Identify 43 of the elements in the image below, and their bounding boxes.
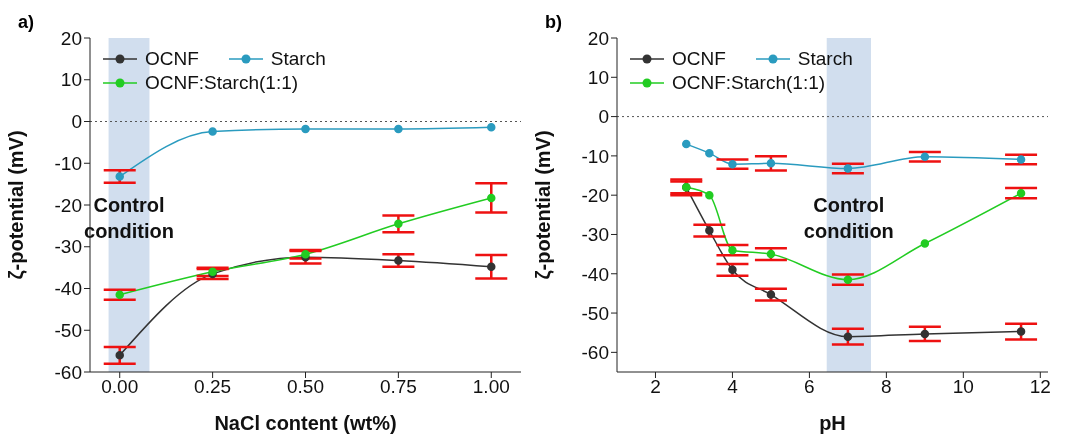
y-tick-label: 0 [71, 111, 82, 133]
legend-label: Starch [797, 48, 853, 70]
legend-label: OCNF:Starch(1:1) [672, 72, 826, 94]
x-tick-label: 8 [881, 376, 892, 398]
y-tick-label: -50 [54, 319, 82, 341]
y-axis-title: ζ-potential (mV) [5, 130, 28, 280]
x-tick-label: 0.75 [379, 376, 417, 398]
y-tick-label: 20 [60, 27, 82, 49]
y-tick-label: 20 [587, 27, 609, 49]
x-tick-label: 0.00 [101, 376, 139, 398]
y-tick-label: -10 [581, 145, 609, 167]
y-tick-label: -30 [581, 224, 609, 246]
legend-label: OCNF:Starch(1:1) [145, 72, 299, 94]
band-label: Control condition [803, 193, 894, 242]
x-tick-label: 1.00 [472, 376, 510, 398]
y-tick-label: -50 [581, 302, 609, 324]
legend-label: OCNF [672, 48, 726, 70]
x-axis-title: pH [819, 412, 846, 434]
y-tick-label: -10 [54, 152, 82, 174]
x-tick-label: 0.25 [194, 376, 232, 398]
y-tick-label: -40 [54, 278, 82, 300]
chart-title: b) [545, 12, 562, 33]
x-tick-label: 10 [952, 376, 974, 398]
y-tick-label: -20 [581, 184, 609, 206]
legend-label: Starch [270, 48, 326, 70]
x-tick-label: 4 [727, 376, 739, 398]
x-tick-label: 6 [804, 376, 815, 398]
x-axis-title: NaCl content (wt%) [214, 412, 397, 434]
y-tick-label: -40 [581, 263, 609, 285]
y-tick-label: -30 [54, 236, 82, 258]
y-tick-label: -60 [581, 342, 609, 364]
x-tick-label: 0.50 [287, 376, 324, 398]
y-tick-label: -60 [54, 361, 82, 383]
y-tick-label: 10 [587, 67, 609, 89]
x-tick-label: 2 [650, 376, 661, 398]
x-tick-label: 12 [1029, 376, 1051, 398]
y-tick-label: 10 [60, 69, 82, 91]
y-tick-label: -20 [54, 194, 82, 216]
legend-label: OCNF [145, 48, 199, 70]
y-tick-label: 0 [598, 106, 609, 128]
y-axis-title: ζ-potential (mV) [532, 130, 555, 280]
band-label: Control condition [84, 193, 175, 242]
chart-title: a) [18, 12, 35, 33]
